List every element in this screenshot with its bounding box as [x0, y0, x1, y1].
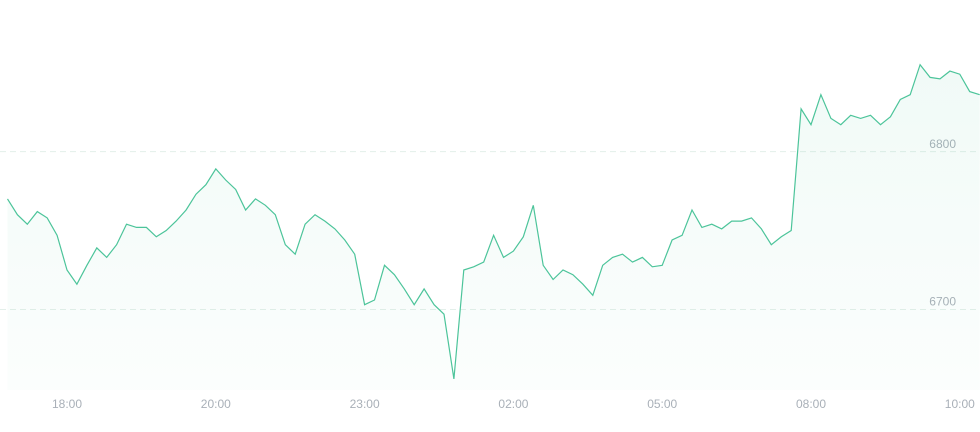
x-tick-label: 10:00	[945, 397, 975, 411]
x-tick-label: 18:00	[52, 397, 82, 411]
area	[7, 64, 980, 390]
x-tick-label: 05:00	[647, 397, 677, 411]
x-tick-label: 23:00	[350, 397, 380, 411]
x-tick-label: 02:00	[498, 397, 528, 411]
x-tick-label: 20:00	[201, 397, 231, 411]
x-tick-label: 08:00	[796, 397, 826, 411]
price-line	[6, 63, 980, 379]
